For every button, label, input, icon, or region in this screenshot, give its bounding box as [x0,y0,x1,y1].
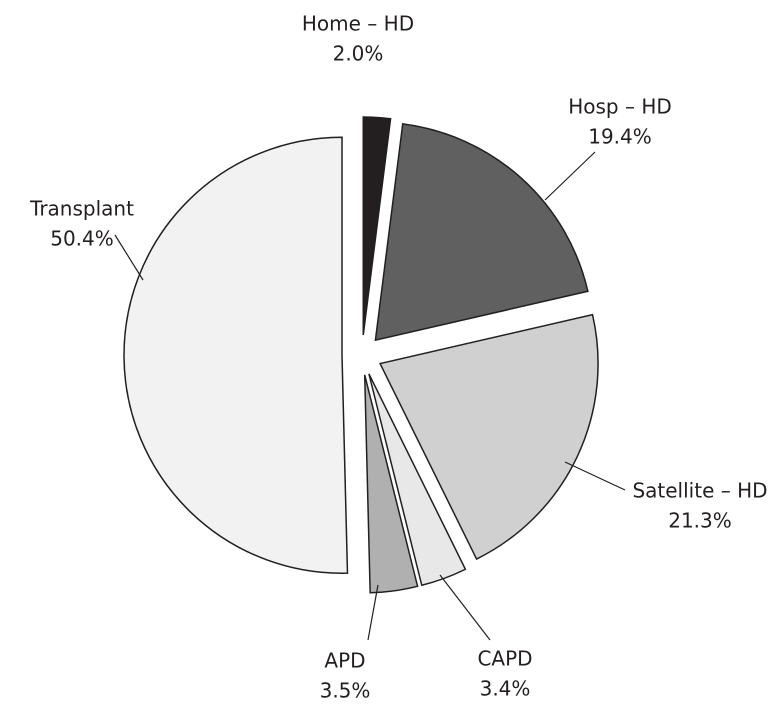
slice-value-label: 19.4% [588,125,652,149]
leader-line [439,574,491,641]
slice-label: Home – HD [302,12,414,36]
slice-value-label: 2.0% [333,42,384,66]
pie-slice [374,123,589,342]
pie-slice [378,313,599,561]
pie-slice [363,374,419,594]
slice-label: Hosp – HD [568,95,672,119]
leader-line [564,461,626,491]
pie-slice [368,373,467,587]
slice-label: Satellite – HD [632,479,767,503]
pie-slice [123,136,349,574]
slice-label: Transplant [29,197,134,221]
slice-value-label: 3.4% [480,677,531,701]
pie-slice [362,116,392,336]
slice-value-label: 3.5% [320,679,371,703]
leader-line [114,234,144,281]
leader-line [367,584,379,641]
slice-value-label: 50.4% [50,227,114,251]
leader-line [544,151,596,201]
slice-label: APD [324,649,365,673]
slice-label: CAPD [477,647,532,671]
slice-value-label: 21.3% [668,509,732,533]
